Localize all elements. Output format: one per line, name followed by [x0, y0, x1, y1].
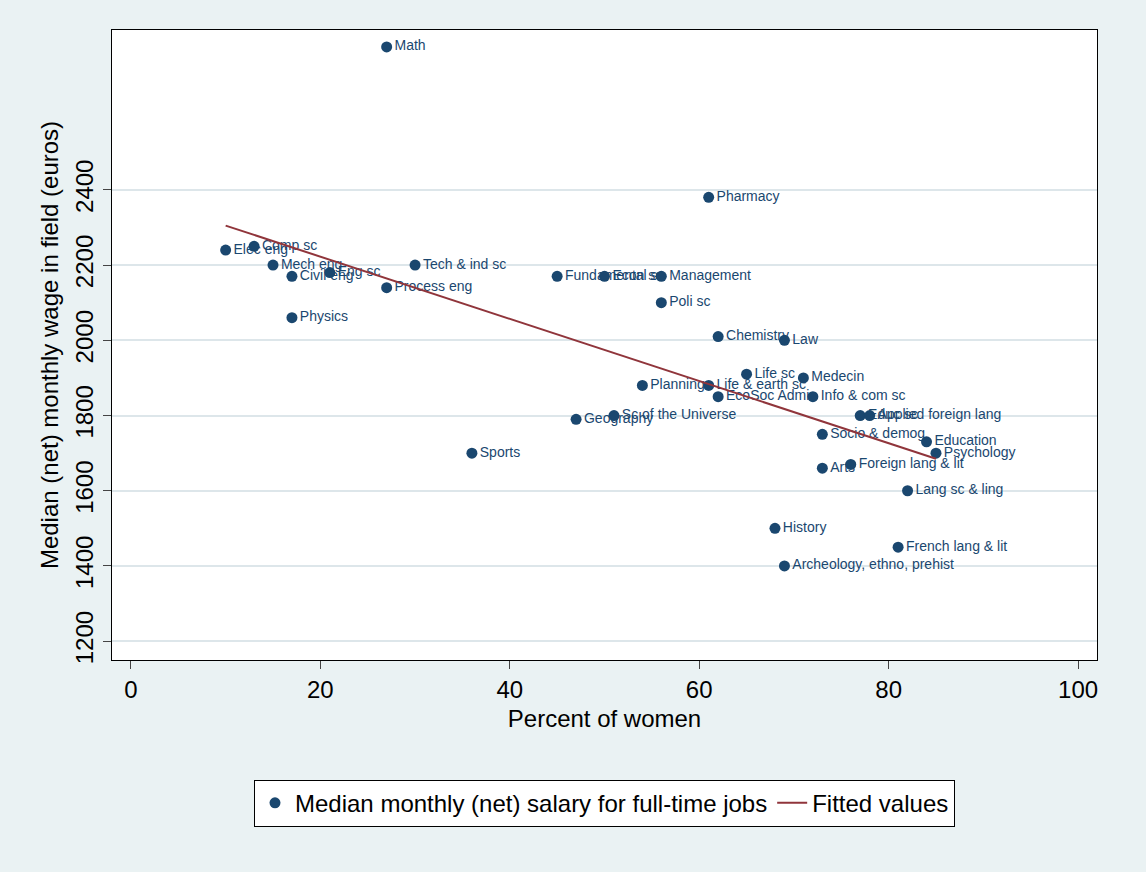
svg-text:Comp sc: Comp sc: [262, 237, 317, 253]
svg-text:Socio & demog: Socio & demog: [830, 425, 925, 441]
svg-text:Elec eng: Elec eng: [234, 241, 288, 257]
svg-text:Lang sc & ling: Lang sc & ling: [915, 481, 1003, 497]
svg-text:Poli sc: Poli sc: [669, 293, 710, 309]
svg-text:Median (net) monthly wage in f: Median (net) monthly wage in field (euro…: [36, 121, 63, 569]
svg-text:1200: 1200: [71, 611, 98, 664]
svg-text:Math: Math: [395, 37, 426, 53]
svg-text:0: 0: [124, 676, 137, 703]
svg-text:Life & earth sc: Life & earth sc: [717, 376, 807, 392]
svg-text:French lang & lit: French lang & lit: [906, 538, 1007, 554]
svg-text:2400: 2400: [71, 160, 98, 213]
svg-text:Pharmacy: Pharmacy: [717, 188, 780, 204]
svg-text:Education: Education: [934, 432, 996, 448]
svg-text:Applied foreign lang: Applied foreign lang: [878, 406, 1002, 422]
svg-text:Fitted values: Fitted values: [812, 790, 948, 817]
svg-text:Chemistry: Chemistry: [726, 327, 789, 343]
svg-text:Process eng: Process eng: [395, 278, 473, 294]
svg-text:Psychology: Psychology: [944, 444, 1016, 460]
svg-text:Median monthly (net) salary fo: Median monthly (net) salary for full-tim…: [295, 790, 767, 817]
svg-text:Eng sc: Eng sc: [338, 263, 381, 279]
svg-text:20: 20: [307, 676, 334, 703]
svg-text:Life sc: Life sc: [754, 365, 794, 381]
svg-text:EcoSoc Admin: EcoSoc Admin: [726, 387, 817, 403]
svg-text:Tech & ind sc: Tech & ind sc: [423, 256, 506, 272]
svg-text:Planning: Planning: [650, 376, 705, 392]
svg-text:Archeology, ethno, prehist: Archeology, ethno, prehist: [792, 556, 954, 572]
svg-text:Sc of the Universe: Sc of the Universe: [622, 406, 737, 422]
svg-text:Medecin: Medecin: [811, 368, 864, 384]
svg-text:1400: 1400: [71, 536, 98, 589]
svg-text:Econ sc: Econ sc: [612, 267, 662, 283]
svg-text:Geography: Geography: [584, 410, 653, 426]
svg-text:100: 100: [1058, 676, 1098, 703]
svg-text:Arts: Arts: [830, 459, 855, 475]
svg-text:1600: 1600: [71, 460, 98, 513]
svg-text:2000: 2000: [71, 310, 98, 363]
svg-text:Foreign lang & lit: Foreign lang & lit: [859, 455, 964, 471]
svg-text:Management: Management: [669, 267, 751, 283]
svg-text:Fundamental sc: Fundamental sc: [565, 267, 665, 283]
svg-text:Percent of women: Percent of women: [508, 705, 701, 732]
svg-text:Educ sc: Educ sc: [868, 406, 918, 422]
svg-text:2200: 2200: [71, 235, 98, 288]
svg-text:Law: Law: [792, 331, 819, 347]
svg-text:40: 40: [496, 676, 523, 703]
svg-text:Physics: Physics: [300, 308, 348, 324]
svg-text:History: History: [783, 519, 827, 535]
svg-text:Civil eng: Civil eng: [300, 267, 354, 283]
svg-text:Mech eng: Mech eng: [281, 256, 342, 272]
svg-text:1800: 1800: [71, 385, 98, 438]
svg-text:Sports: Sports: [480, 444, 520, 460]
svg-text:60: 60: [686, 676, 713, 703]
svg-text:Info & com sc: Info & com sc: [821, 387, 906, 403]
svg-text:80: 80: [875, 676, 902, 703]
